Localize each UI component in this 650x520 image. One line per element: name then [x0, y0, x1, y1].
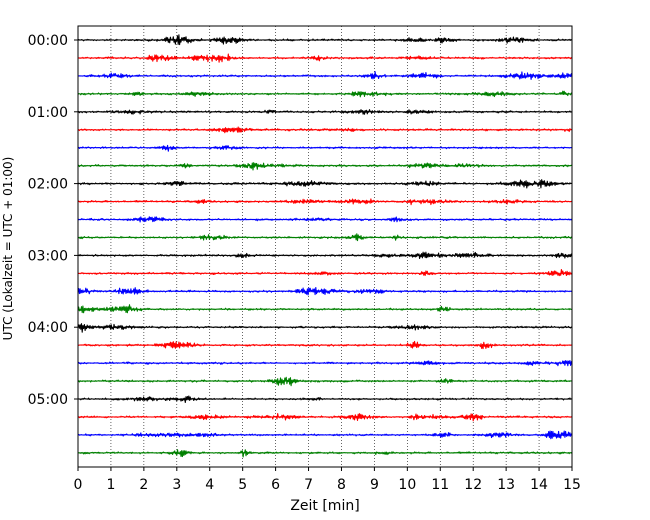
y-tick-label: 00:00	[28, 33, 68, 49]
x-tick-label: 10	[398, 477, 416, 493]
trace-layer	[77, 34, 573, 458]
seismic-trace	[77, 179, 573, 189]
seismic-trace	[77, 449, 573, 458]
seismic-trace	[77, 216, 573, 223]
y-tick-label: 03:00	[28, 248, 68, 264]
x-tick-label: 5	[238, 477, 247, 493]
x-tick-label: 14	[530, 477, 548, 493]
x-tick-label: 1	[106, 477, 115, 493]
seismic-trace	[77, 430, 573, 440]
x-tick-label: 11	[431, 477, 449, 493]
y-tick-label: 02:00	[28, 177, 68, 193]
x-tick-label: 2	[139, 477, 148, 493]
y-tick-label: 01:00	[28, 105, 68, 121]
x-tick-label: 0	[74, 477, 83, 493]
y-tick-label: 04:00	[28, 320, 68, 336]
seismic-trace	[77, 162, 573, 171]
seismic-trace	[77, 268, 573, 277]
x-tick-label: 3	[172, 477, 181, 493]
seismic-trace	[77, 109, 573, 115]
plot-frame	[77, 25, 573, 468]
x-tick-label: 8	[337, 477, 346, 493]
x-tick-label: 4	[205, 477, 214, 493]
seismic-trace	[77, 71, 573, 80]
seismic-trace	[77, 144, 573, 152]
seismic-trace	[77, 413, 573, 422]
x-axis: 0 1 2 3 4 5 6 7 8 9 10 11 12 13 14 15	[74, 467, 581, 493]
seismic-trace	[77, 304, 573, 314]
y-tick-label: 05:00	[28, 392, 68, 408]
seismic-trace	[77, 323, 573, 333]
seismic-trace	[77, 251, 573, 260]
seismic-trace	[77, 90, 573, 98]
x-tick-label: 6	[271, 477, 280, 493]
seismic-trace	[77, 286, 573, 296]
y-axis: 00:00 01:00 02:00 03:00 04:00 05:00	[28, 33, 78, 408]
seismic-trace	[77, 360, 573, 367]
seismic-trace	[77, 126, 573, 134]
x-axis-title: Zeit [min]	[290, 498, 359, 514]
x-tick-label: 13	[497, 477, 515, 493]
x-tick-label: 12	[464, 477, 482, 493]
seismic-trace	[77, 233, 573, 242]
x-tick-label: 7	[304, 477, 313, 493]
seismic-trace	[77, 34, 573, 46]
seismic-trace	[77, 395, 573, 404]
x-tick-label: 15	[563, 477, 581, 493]
seismic-trace	[77, 376, 573, 387]
y-axis-title: UTC (Lokalzeit = UTC + 01:00)	[1, 157, 15, 341]
x-tick-label: 9	[370, 477, 379, 493]
seismic-trace	[77, 340, 573, 350]
seismic-trace	[77, 198, 573, 206]
grid-layer	[110, 26, 540, 467]
seismic-trace	[77, 53, 573, 63]
